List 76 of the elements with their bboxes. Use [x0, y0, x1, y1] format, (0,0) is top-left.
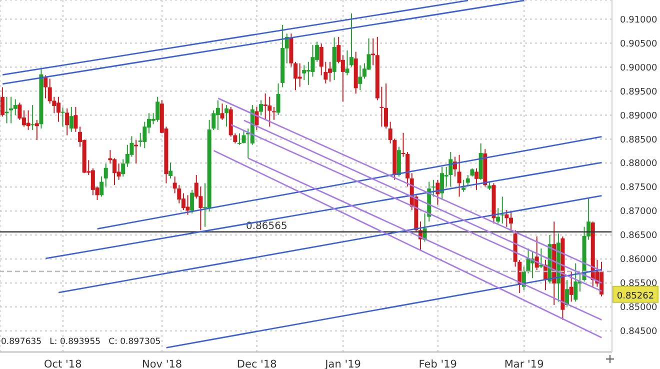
candlestick: [306, 61, 310, 86]
candlestick: [156, 96, 160, 122]
candlestick: [104, 163, 108, 188]
candlestick: [34, 119, 39, 141]
candlestick: [74, 106, 78, 132]
candlestick: [298, 62, 302, 88]
candlestick: [44, 74, 48, 99]
y-tick-label: 0.88000: [620, 159, 658, 170]
candlestick: [186, 194, 190, 216]
candlestick: [121, 158, 126, 177]
candlestick: [13, 98, 18, 116]
candlestick: [60, 106, 65, 128]
candlestick: [237, 132, 242, 146]
candlestick: [539, 248, 544, 269]
x-tick-label: Oct '18: [44, 358, 82, 369]
y-tick-label: 0.84500: [620, 327, 658, 338]
y-tick-label: 0.89000: [620, 111, 658, 122]
candlestick: [358, 64, 362, 91]
y-tick-label: 0.90000: [620, 63, 658, 74]
candlestick: [30, 104, 35, 130]
y-tick-label: 0.88500: [620, 135, 658, 146]
y-tick-label: 0.87000: [620, 207, 658, 218]
candlestick: [431, 179, 436, 198]
candlestick: [474, 168, 479, 190]
candlestick: [190, 189, 194, 214]
y-tick-label: 0.89500: [620, 87, 658, 98]
x-tick-label: Feb '19: [418, 358, 457, 369]
candlestick: [116, 163, 121, 180]
candlestick: [142, 121, 147, 149]
x-tick-label: Dec '18: [236, 358, 277, 369]
x-tick-label: Mar '19: [504, 358, 544, 369]
candlestick: [569, 270, 574, 302]
candlestick: [259, 100, 264, 116]
candlestick: [220, 103, 224, 120]
y-tick-label: 0.91000: [620, 15, 658, 26]
candlestick: [350, 12, 354, 68]
candlestick: [9, 96, 14, 124]
x-tick-label: Nov '18: [142, 358, 182, 369]
candlestick: [276, 82, 280, 116]
candlestick: [371, 38, 376, 66]
y-tick-label: 0.86500: [620, 231, 658, 242]
y-tick-label: 0.86000: [620, 255, 658, 266]
text: 0.85262: [616, 291, 654, 302]
candlestick: [508, 210, 513, 231]
y-tick-label: 0.85000: [620, 303, 658, 314]
y-tick-label: 0.90500: [620, 39, 658, 50]
candlestick: [328, 61, 332, 82]
candlestick: [224, 104, 229, 128]
candlestick: [90, 168, 95, 196]
candlestick: [565, 280, 570, 307]
candlestick: [56, 96, 60, 122]
candlestick: [345, 50, 350, 76]
candlestick: [216, 100, 220, 130]
candlestick: [462, 179, 466, 192]
candlestick: [0, 86, 4, 118]
candlestick: [448, 152, 453, 188]
candlestick: [69, 106, 74, 132]
candlestick: [504, 210, 509, 228]
candlestick: [4, 96, 9, 124]
y-tick-label: 0.87500: [620, 183, 658, 194]
candlestick: [272, 106, 276, 120]
candlestick: [457, 154, 462, 198]
candlestick: [65, 108, 70, 136]
candlestick: [500, 196, 504, 224]
ref-line-label: 0.86565: [246, 220, 288, 232]
candlestick: [401, 132, 406, 158]
candlestick: [134, 140, 138, 164]
candlestick: [496, 208, 500, 224]
candlestick: [384, 82, 388, 130]
annotation: 0.897635 L: 0.893955 C: 0.897305: [1, 337, 161, 347]
candlestick: [440, 166, 444, 200]
candlestick: [574, 262, 578, 302]
candlestick: [268, 96, 272, 128]
candlestick: [168, 162, 173, 179]
candlestick: [302, 64, 306, 81]
candlestick: [100, 176, 104, 198]
